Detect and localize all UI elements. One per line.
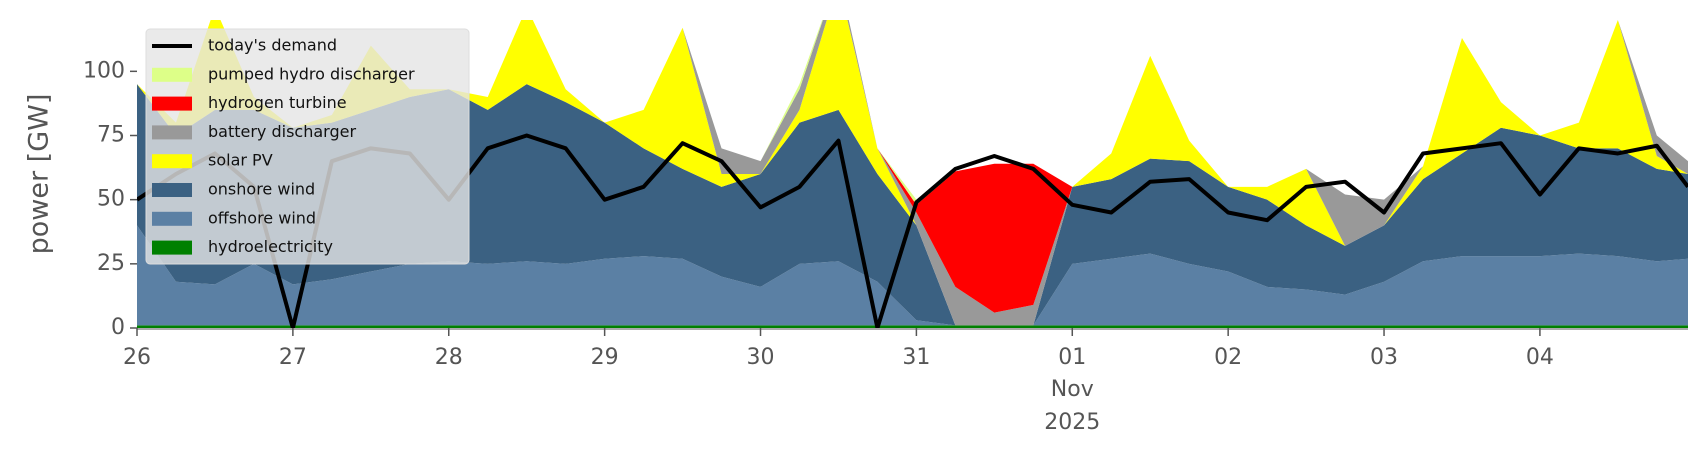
y-tick-label: 100 xyxy=(83,58,125,83)
legend-label: today's demand xyxy=(208,36,337,55)
y-tick-label: 75 xyxy=(97,123,125,148)
area xyxy=(137,84,1688,326)
legend-swatch xyxy=(152,154,192,169)
x-tick-label: 27 xyxy=(279,345,307,370)
legend-label: hydrogen turbine xyxy=(208,93,347,112)
y-tick-label: 25 xyxy=(97,251,125,276)
legend-label: hydroelectricity xyxy=(208,237,333,256)
y-axis-label: power [GW] xyxy=(24,94,55,255)
x-tick-label: 28 xyxy=(435,345,463,370)
x-tick-label: 30 xyxy=(747,345,775,370)
legend-label: solar PV xyxy=(208,151,273,170)
x-tick-label: 04 xyxy=(1526,345,1554,370)
legend-box xyxy=(145,28,470,265)
legend: today's demand pumped hydro discharger hyd… xyxy=(145,28,470,265)
x-month-label: Nov xyxy=(1051,377,1094,402)
x-tick-label: 01 xyxy=(1058,345,1086,370)
legend-swatch xyxy=(152,67,192,82)
legend-label: battery discharger xyxy=(208,122,356,141)
x-tick-label: 03 xyxy=(1370,345,1398,370)
x-tick-label: 02 xyxy=(1214,345,1242,370)
legend-swatch xyxy=(152,96,192,111)
area xyxy=(137,225,1688,326)
y-tick-label: 0 xyxy=(111,315,125,340)
legend-label: pumped hydro discharger xyxy=(208,64,415,83)
legend-swatch xyxy=(152,240,192,255)
legend-label: offshore wind xyxy=(208,208,316,227)
x-tick-label: 29 xyxy=(591,345,619,370)
legend-label: onshore wind xyxy=(208,180,315,199)
legend-swatch xyxy=(152,211,192,226)
legend-swatch xyxy=(152,183,192,197)
area xyxy=(137,325,1688,328)
x-tick-label: 26 xyxy=(123,345,151,370)
axes: 0 25 50 75 100 26 27 28 29 30 31 01 Nov 2025 02 03 04 xyxy=(83,58,1688,435)
x-year-label: 2025 xyxy=(1044,410,1100,435)
x-tick-label: 31 xyxy=(902,345,930,370)
legend-swatch xyxy=(152,125,192,140)
y-tick-label: 50 xyxy=(97,187,125,212)
